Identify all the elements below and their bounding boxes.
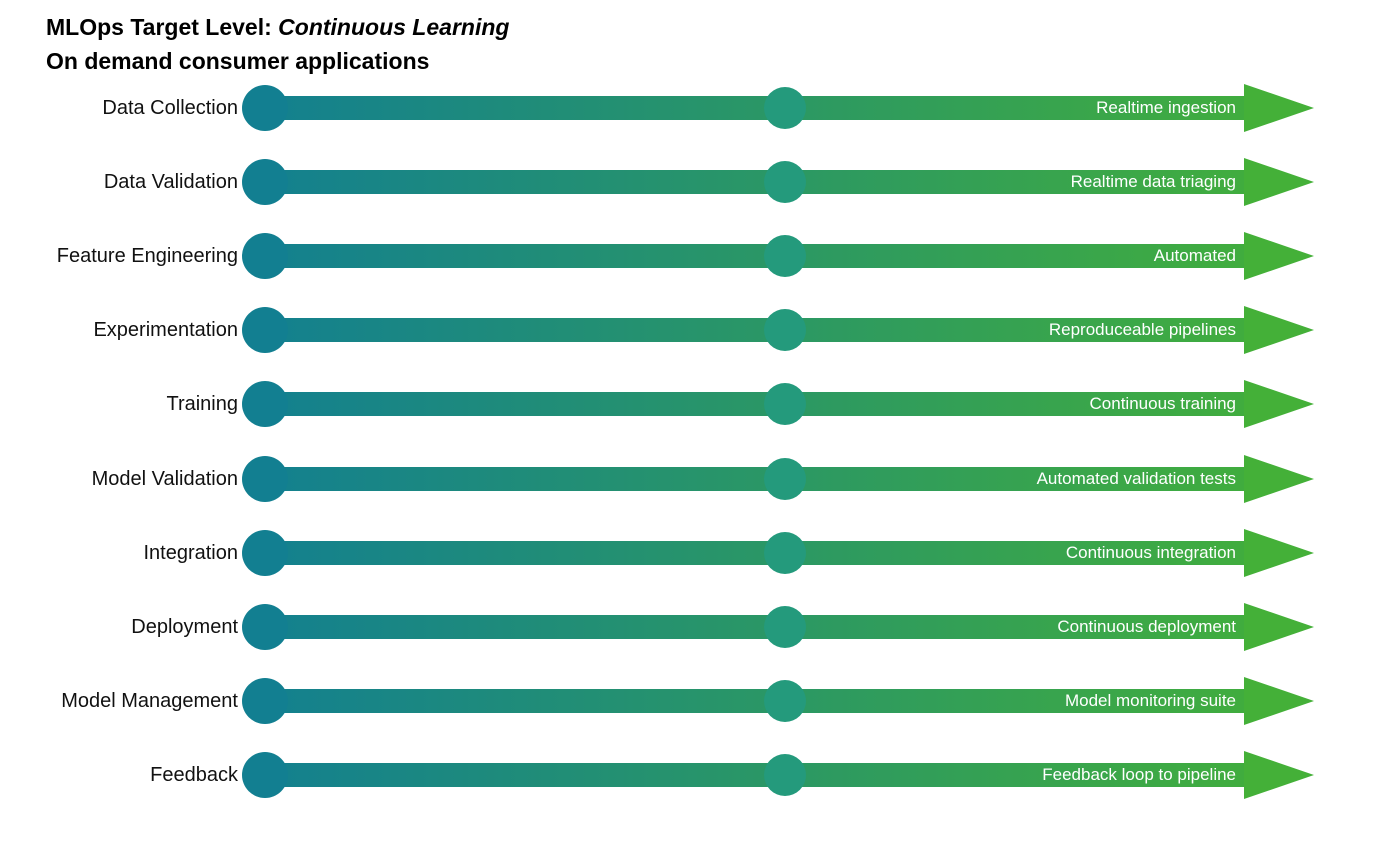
arrow-head (1244, 306, 1314, 355)
capability-row: Deployment Continuous deployment (0, 602, 1383, 652)
capability-row: Model Management Model monitoring suite (0, 676, 1383, 726)
arrow-shaft (260, 244, 1250, 269)
target-state-label: Model monitoring suite (1064, 690, 1236, 710)
arrow-head (1244, 676, 1314, 725)
start-marker (242, 85, 288, 131)
midpoint-marker (764, 309, 806, 352)
arrow-shaft (260, 688, 1250, 713)
progress-arrow (242, 454, 1314, 503)
capability-row: Model Validation Automated validation tes… (0, 454, 1383, 504)
target-state-label: Continuous training (1089, 394, 1236, 414)
capability-label: Experimentation (93, 319, 238, 342)
arrow-shaft (260, 466, 1250, 491)
progress-arrow (242, 232, 1314, 281)
capability-label: Data Validation (103, 171, 238, 194)
capability-row: Experimentation Reproduceable pipelines (0, 305, 1383, 355)
capability-label: Integration (143, 541, 238, 564)
target-state-label: Realtime ingestion (1096, 98, 1236, 117)
target-state-label: Reproduceable pipelines (1048, 320, 1236, 340)
title-emphasis: Continuous Learning (278, 14, 510, 40)
arrow-shaft (260, 318, 1250, 343)
arrow-head (1244, 454, 1314, 503)
start-marker (242, 529, 288, 576)
arrow-shaft (260, 392, 1250, 417)
capability-label: Model Validation (91, 467, 238, 490)
midpoint-marker (764, 531, 806, 574)
capability-label: Model Management (61, 689, 238, 712)
start-marker (242, 381, 288, 428)
capability-label: Data Collection (102, 97, 238, 119)
arrow-shaft (260, 540, 1250, 565)
start-marker (242, 455, 288, 502)
progress-arrow (242, 380, 1314, 429)
target-state-label: Automated (1153, 246, 1236, 266)
midpoint-marker (764, 235, 806, 278)
midpoint-marker (764, 383, 806, 426)
capability-row: Data Collection Realtime ingestion (0, 83, 1383, 133)
progress-arrow (242, 528, 1314, 577)
target-state-label: Automated validation tests (1036, 468, 1236, 488)
progress-arrow (242, 750, 1314, 799)
target-state-label: Continuous integration (1065, 542, 1236, 562)
arrow-shaft (260, 614, 1250, 639)
start-marker (242, 307, 288, 354)
title-block: MLOps Target Level: Continuous Learning … (46, 10, 509, 78)
progress-arrow (242, 676, 1314, 725)
capability-label: Feature Engineering (56, 245, 238, 268)
midpoint-marker (764, 753, 806, 796)
arrow-head (1244, 602, 1314, 651)
start-marker (242, 751, 288, 798)
midpoint-marker (764, 87, 806, 129)
slide-subtitle: On demand consumer applications (46, 48, 430, 74)
arrow-head (1244, 380, 1314, 429)
target-state-label: Continuous deployment (1057, 616, 1236, 636)
progress-arrow (242, 306, 1314, 355)
start-marker (242, 233, 288, 280)
midpoint-marker (764, 457, 806, 500)
arrow-head (1244, 232, 1314, 281)
midpoint-marker (764, 161, 806, 204)
arrow-head (1244, 528, 1314, 577)
midpoint-marker (764, 679, 806, 722)
start-marker (242, 603, 288, 650)
progress-arrow (242, 158, 1314, 207)
arrow-shaft (260, 170, 1250, 195)
start-marker (242, 159, 288, 206)
midpoint-marker (764, 605, 806, 648)
arrow-shaft (260, 762, 1250, 787)
progress-arrow (242, 602, 1314, 651)
start-marker (242, 677, 288, 724)
capability-label: Deployment (131, 615, 238, 638)
capability-row: Feedback Feedback loop to pipeline (0, 750, 1383, 800)
arrow-shaft (260, 96, 1250, 120)
arrow-head (1244, 158, 1314, 207)
arrow-head (1244, 84, 1314, 132)
target-state-label: Feedback loop to pipeline (1042, 764, 1236, 784)
arrow-head (1244, 750, 1314, 799)
capability-row: Integration Continuous integration (0, 528, 1383, 578)
capability-row: Feature Engineering Automated (0, 231, 1383, 281)
slide-title: MLOps Target Level: Continuous Learning (46, 10, 509, 44)
title-prefix: MLOps Target Level: (46, 14, 279, 40)
capability-label: Training (166, 393, 238, 416)
capability-label: Feedback (150, 763, 238, 786)
target-state-label: Realtime data triaging (1070, 172, 1236, 192)
capability-row: Training Continuous training (0, 379, 1383, 429)
progress-arrow (242, 84, 1314, 132)
capability-row: Data Validation Realtime data triaging (0, 157, 1383, 207)
